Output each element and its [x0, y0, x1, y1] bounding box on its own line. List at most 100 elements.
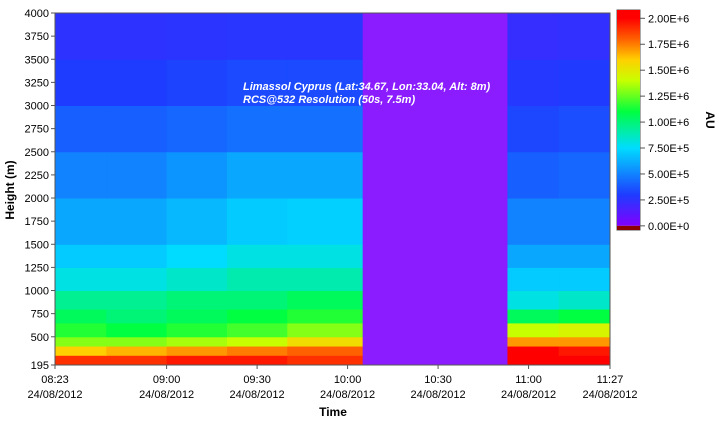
- heatmap-cell: [558, 198, 611, 245]
- heatmap-cell: [287, 59, 364, 107]
- heatmap-cell: [558, 267, 611, 292]
- heatmap-cell: [507, 59, 560, 107]
- heatmap-cell: [226, 13, 288, 60]
- heatmap-cell: [507, 198, 560, 245]
- heatmap-cell: [106, 59, 168, 107]
- y-tick-label: 1250: [25, 262, 49, 274]
- heatmap-cell: [55, 355, 107, 366]
- heatmap-cell: [106, 309, 168, 324]
- heatmap-cell: [55, 198, 107, 245]
- heatmap-cell: [226, 355, 288, 366]
- heatmap-cell: [558, 13, 611, 60]
- x-tick-label: 10:00: [334, 374, 362, 386]
- heatmap-cell: [287, 151, 364, 199]
- heatmap-cell: [507, 346, 560, 356]
- x-axis-title: Time: [319, 405, 347, 419]
- heatmap-cell: [55, 13, 107, 60]
- colorbar-tick-label: 2.50E+5: [648, 195, 689, 207]
- x-tick-sublabel: 24/08/2012: [501, 389, 556, 401]
- heatmap-cell: [55, 336, 107, 347]
- heatmap-cell: [558, 244, 611, 268]
- heatmap-cell: [226, 309, 288, 324]
- no-data-cell: [362, 322, 508, 338]
- heatmap-cell: [287, 13, 364, 60]
- x-tick-sublabel: 24/08/2012: [320, 389, 375, 401]
- heatmap-cell: [226, 151, 288, 199]
- x-tick-label: 11:00: [515, 374, 542, 386]
- heatmap-cell: [558, 336, 611, 347]
- y-tick-label: 3500: [25, 54, 49, 66]
- heatmap-cell: [558, 346, 611, 356]
- heatmap-cell: [166, 322, 228, 338]
- x-tick-sublabel: 24/08/2012: [582, 389, 637, 401]
- y-tick-label: 2500: [25, 147, 49, 159]
- annotation: Limassol Cyprus (Lat:34.67, Lon:33.04, A…: [243, 81, 490, 93]
- no-data-cell: [362, 309, 508, 324]
- heatmap-cell: [226, 244, 288, 268]
- x-tick-label: 11:27: [597, 374, 624, 386]
- heatmap-cell: [507, 151, 560, 199]
- heatmap-cell: [166, 151, 228, 199]
- heatmap-cell: [166, 267, 228, 292]
- heatmap-cell: [287, 322, 364, 338]
- heatmap-cell: [55, 151, 107, 199]
- x-tick-sublabel: 24/08/2012: [411, 389, 466, 401]
- heatmap-cell: [287, 244, 364, 268]
- heatmap-cell: [106, 198, 168, 245]
- heatmap-cell: [106, 13, 168, 60]
- no-data-cell: [362, 151, 508, 199]
- heatmap-cell: [558, 355, 611, 366]
- no-data-cell: [362, 198, 508, 245]
- y-tick-label: 4000: [25, 8, 49, 20]
- y-tick-label: 3000: [25, 101, 49, 113]
- x-tick-label: 09:00: [153, 374, 181, 386]
- y-tick-label: 1500: [25, 239, 49, 251]
- heatmap-cell: [507, 267, 560, 292]
- heatmap-cell: [226, 105, 288, 153]
- heatmap-cell: [106, 322, 168, 338]
- x-tick-label: 08:23: [41, 374, 69, 386]
- heatmap-cell: [226, 336, 288, 347]
- heatmap-cell: [287, 267, 364, 292]
- no-data-cell: [362, 346, 508, 356]
- colorbar-tick-label: 1.00E+6: [648, 117, 689, 129]
- heatmap-cell: [166, 309, 228, 324]
- y-tick-label: 750: [31, 309, 49, 321]
- colorbar-under: [617, 225, 640, 230]
- heatmap-cell: [507, 309, 560, 324]
- no-data-cell: [362, 267, 508, 292]
- heatmap-cell: [226, 267, 288, 292]
- heatmap-cell: [166, 336, 228, 347]
- heatmap-cell: [558, 290, 611, 310]
- x-tick-sublabel: 24/08/2012: [27, 389, 82, 401]
- heatmap-cell: [106, 336, 168, 347]
- heatmap-cell: [55, 309, 107, 324]
- heatmap-cell: [507, 336, 560, 347]
- colorbar-tick-label: 1.75E+6: [648, 39, 689, 51]
- heatmap-cell: [106, 151, 168, 199]
- no-data-cell: [362, 59, 508, 107]
- heatmap-cell: [226, 322, 288, 338]
- heatmap-cell: [106, 346, 168, 356]
- annotation: RCS@532 Resolution (50s, 7.5m): [243, 94, 415, 106]
- colorbar-tick-label: 0.00E+0: [648, 221, 689, 233]
- colorbar-tick-label: 1.25E+6: [648, 91, 689, 103]
- heatmap-cell: [287, 355, 364, 366]
- y-tick-label: 3750: [25, 31, 49, 43]
- colorbar-tick-label: 7.50E+5: [648, 143, 689, 155]
- heatmap-cell: [287, 336, 364, 347]
- heatmap-cell: [166, 198, 228, 245]
- heatmap-cell: [55, 59, 107, 107]
- no-data-cell: [362, 355, 508, 366]
- heatmap-cell: [287, 290, 364, 310]
- y-tick-label: 1750: [25, 216, 49, 228]
- heatmap-cell: [558, 309, 611, 324]
- colorbar: [617, 10, 640, 226]
- heatmap-cell: [507, 105, 560, 153]
- heatmap-cell: [558, 105, 611, 153]
- heatmap-cell: [558, 59, 611, 107]
- heatmap-cell: [287, 346, 364, 356]
- no-data-cell: [362, 290, 508, 310]
- colorbar-tick-label: 2.00E+6: [648, 13, 689, 25]
